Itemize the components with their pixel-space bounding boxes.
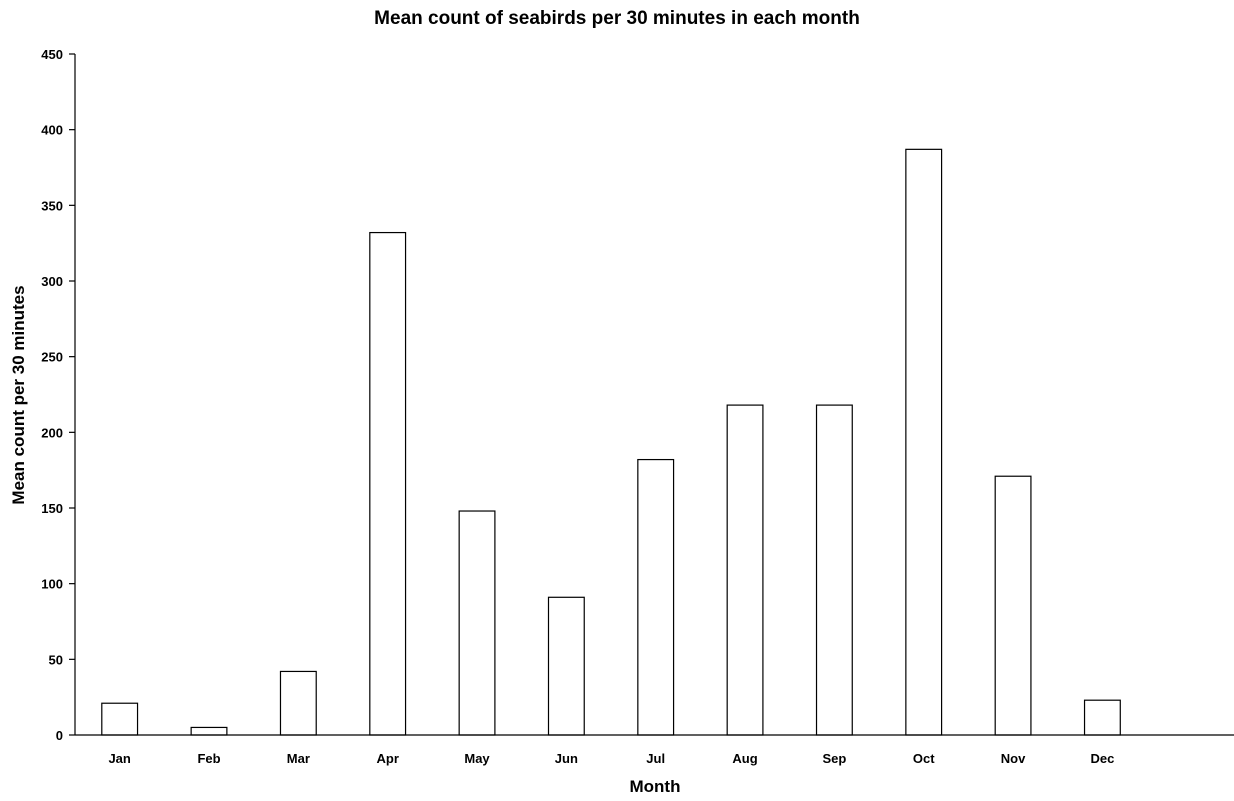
x-tick-label-aug: Aug [732,751,757,766]
x-tick-label-jun: Jun [555,751,578,766]
y-tick-label: 450 [41,47,63,62]
bar-jan [101,702,139,736]
x-tick-label-jul: Jul [646,751,665,766]
x-axis-title: Month [630,777,681,796]
y-axis-ticks: 0 50 100 150 200 250 300 350 400 450 [41,47,75,743]
bar-may [458,510,496,736]
x-tick-label-nov: Nov [1001,751,1026,766]
x-tick-label-jan: Jan [108,751,130,766]
bar-jul [637,458,675,736]
x-tick-label-may: May [464,751,490,766]
x-tick-label-dec: Dec [1090,751,1114,766]
bars-group [101,148,1121,736]
x-tick-label-mar: Mar [287,751,310,766]
chart-title: Mean count of seabirds per 30 minutes in… [374,8,860,29]
bar-jun [547,596,585,736]
bar-dec [1083,699,1121,736]
bar-feb [190,726,228,736]
y-tick-label: 150 [41,501,63,516]
bar-mar [279,670,317,736]
y-axis-title: Mean count per 30 minutes [9,285,28,504]
y-tick-label: 200 [41,425,63,440]
bar-oct [905,148,943,736]
x-tick-label-feb: Feb [197,751,220,766]
bar-aug [726,404,764,736]
x-tick-label-sep: Sep [822,751,846,766]
y-tick-label: 100 [41,577,63,592]
bar-sep [815,404,853,736]
y-tick-label: 350 [41,198,63,213]
x-tick-label-apr: Apr [376,751,398,766]
y-tick-label: 50 [49,652,63,667]
y-tick-label: 400 [41,123,63,138]
y-tick-label: 250 [41,350,63,365]
bar-apr [369,231,407,736]
x-axis-ticks: Jan Feb Mar Apr May Jun Jul Aug Sep Oct Nov Dec [108,751,1114,766]
x-tick-label-oct: Oct [913,751,935,766]
y-tick-label: 300 [41,274,63,289]
bar-nov [994,475,1032,736]
y-tick-label: 0 [56,728,63,743]
